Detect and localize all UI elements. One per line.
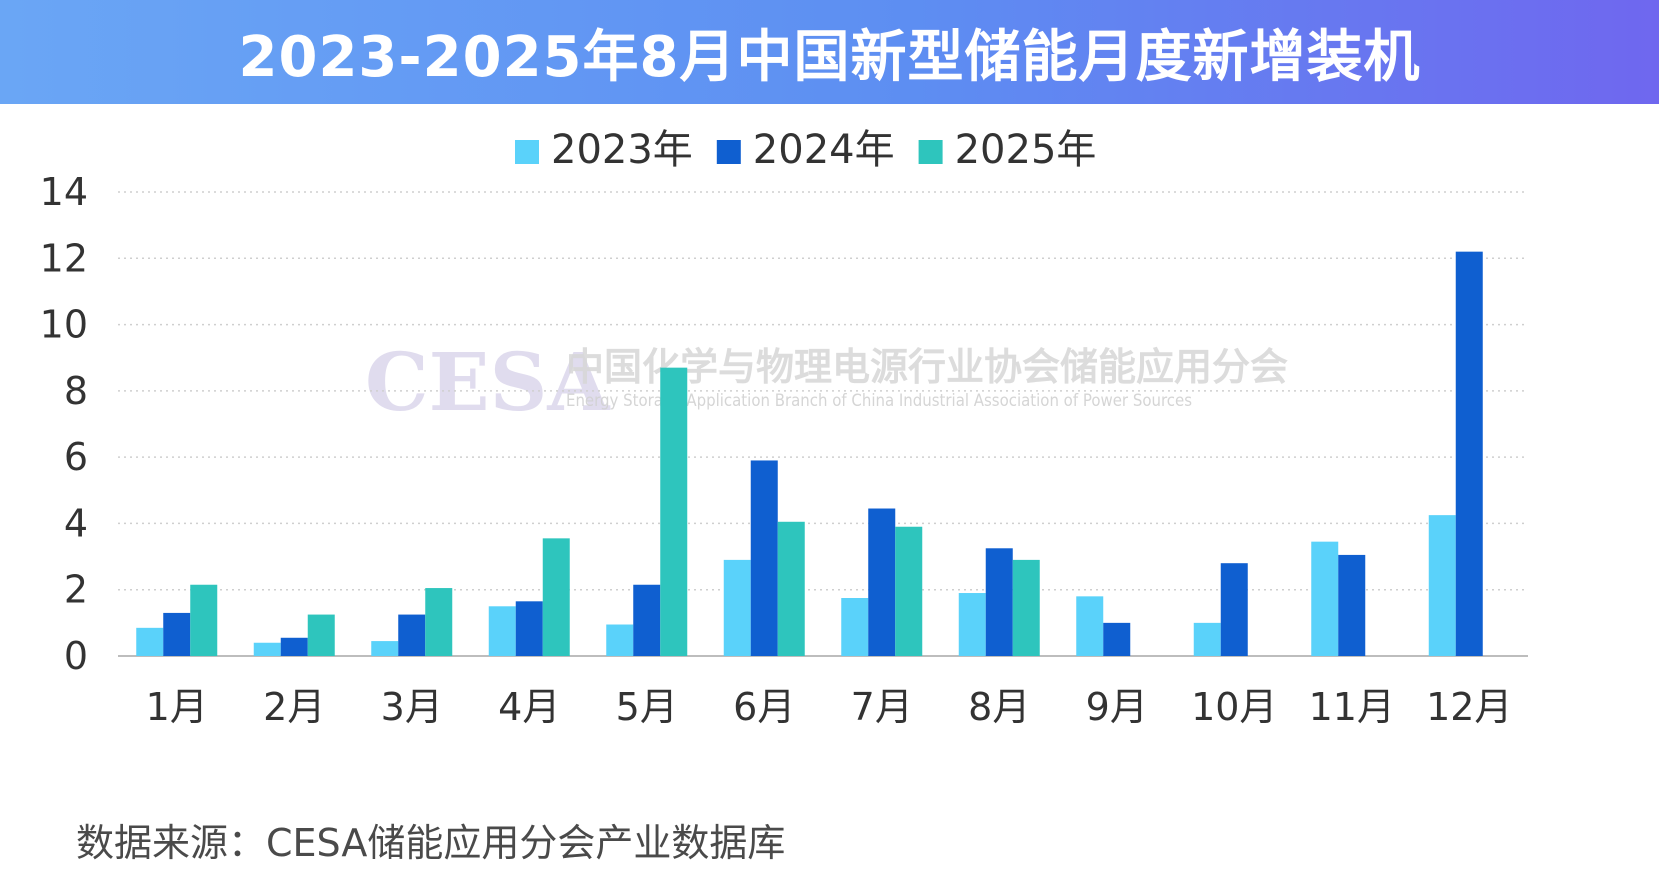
bar-2024年-10月: [1220, 563, 1248, 656]
bar-2024年-9月: [1103, 622, 1131, 656]
bar-2024年-6月: [750, 460, 778, 656]
bar-2023年-9月: [1076, 596, 1104, 656]
y-tick-label: 8: [64, 369, 88, 413]
y-tick-label: 4: [64, 501, 88, 545]
bar-2023年-10月: [1193, 622, 1221, 656]
legend-label: 2024年: [753, 127, 895, 173]
y-tick-label: 2: [64, 568, 88, 612]
bar-2023年-2月: [253, 642, 281, 656]
chart-title: 2023-2025年8月中国新型储能月度新增装机: [238, 24, 1421, 90]
legend-swatch: [918, 140, 943, 164]
x-tick-label: 10月: [1191, 685, 1277, 729]
bar-2023年-6月: [723, 559, 751, 656]
x-tick-label: 9月: [1086, 685, 1148, 729]
bar-2024年-1月: [163, 612, 191, 656]
bar-2025年-6月: [777, 521, 805, 656]
x-tick-label: 4月: [498, 685, 560, 729]
bar-2023年-12月: [1428, 515, 1456, 656]
bar-2024年-12月: [1455, 251, 1483, 656]
bar-2025年-7月: [895, 526, 923, 656]
bar-2023年-1月: [136, 627, 164, 656]
bar-2024年-4月: [515, 601, 543, 656]
bar-2023年-7月: [841, 598, 869, 656]
watermark-logo: CESA: [365, 335, 610, 429]
bar-2023年-3月: [371, 641, 399, 656]
bar-2023年-5月: [606, 624, 634, 656]
bar-2025年-4月: [542, 538, 570, 656]
y-tick-label: 6: [64, 435, 88, 479]
legend-swatch: [716, 140, 741, 164]
bar-2025年-8月: [1012, 559, 1040, 656]
bar-2023年-8月: [958, 593, 986, 656]
x-tick-label: 6月: [733, 685, 795, 729]
x-tick-label: 2月: [263, 685, 325, 729]
y-tick-label: 0: [64, 634, 88, 678]
legend-label: 2023年: [551, 127, 693, 173]
bar-2025年-5月: [660, 367, 688, 656]
x-tick-label: 11月: [1309, 685, 1395, 729]
bar-2024年-8月: [985, 548, 1013, 656]
x-tick-label: 7月: [851, 685, 913, 729]
x-tick-label: 5月: [616, 685, 678, 729]
legend-label: 2025年: [955, 127, 1097, 173]
y-tick-label: 10: [40, 303, 88, 347]
title-bar: 2023-2025年8月中国新型储能月度新增装机: [0, 0, 1659, 104]
source-note: 数据来源：CESA储能应用分会产业数据库: [76, 821, 786, 865]
bar-2024年-7月: [868, 508, 896, 656]
y-tick-label: 14: [40, 170, 88, 214]
bar-2025年-2月: [307, 614, 335, 656]
bar-2024年-2月: [280, 637, 308, 656]
chart-area: CESA 中国化学与物理电源行业协会储能应用分会 Energy Storage Ap…: [0, 104, 1659, 804]
bar-2024年-3月: [398, 614, 426, 656]
bar-2023年-4月: [488, 606, 516, 656]
x-tick-label: 8月: [968, 685, 1030, 729]
y-tick-label: 12: [40, 236, 88, 280]
legend-swatch: [515, 140, 539, 164]
bar-2025年-3月: [425, 588, 453, 656]
watermark-name-en: Energy Storage Application Branch of Chi…: [566, 391, 1192, 411]
x-tick-label: 3月: [381, 685, 443, 729]
bar-2025年-1月: [190, 584, 218, 656]
x-tick-label: 1月: [146, 685, 208, 729]
bar-2023年-11月: [1311, 541, 1339, 656]
bar-2024年-5月: [633, 584, 661, 656]
x-tick-label: 12月: [1426, 685, 1512, 729]
bar-2024年-11月: [1338, 554, 1366, 656]
